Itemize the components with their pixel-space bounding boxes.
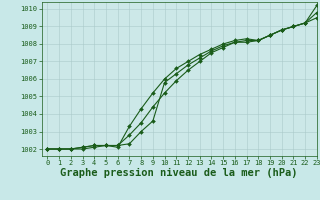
X-axis label: Graphe pression niveau de la mer (hPa): Graphe pression niveau de la mer (hPa) <box>60 168 298 178</box>
